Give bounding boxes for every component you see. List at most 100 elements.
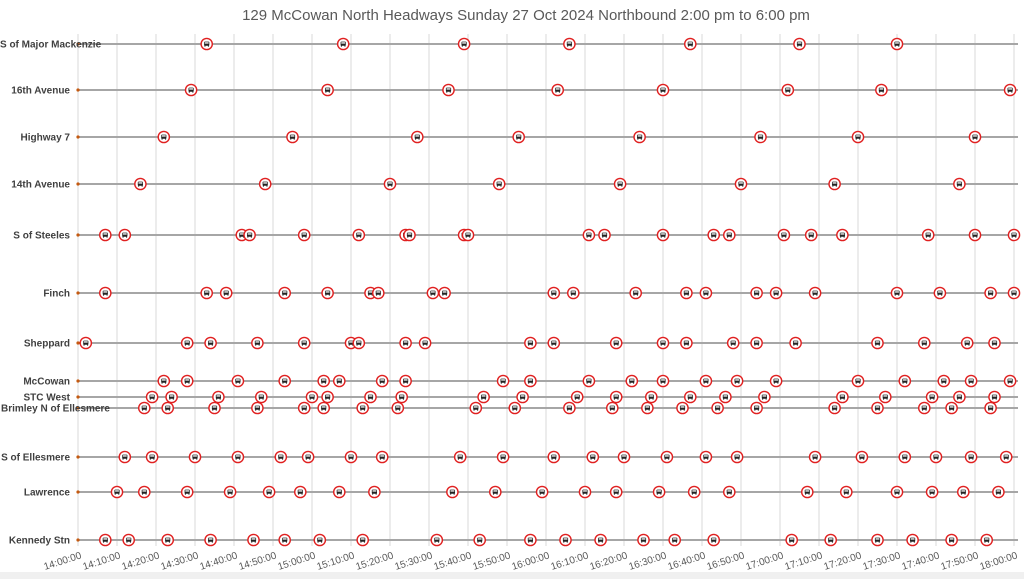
bus-icon xyxy=(126,537,132,543)
bus-icon xyxy=(516,134,522,140)
bus-marker xyxy=(254,390,268,404)
bus-marker xyxy=(957,485,970,499)
bus-icon xyxy=(1007,87,1013,93)
bus-marker xyxy=(297,401,311,415)
bus-marker xyxy=(890,286,904,300)
bus-icon xyxy=(520,394,526,400)
stop-label: 14th Avenue xyxy=(11,180,70,191)
bus-icon xyxy=(250,537,257,543)
bus-icon xyxy=(325,394,331,400)
bus-icon xyxy=(874,537,881,543)
bus-marker xyxy=(375,374,389,388)
bus-marker xyxy=(793,37,806,51)
bus-marker xyxy=(617,450,631,464)
bus-icon xyxy=(566,41,572,47)
bus-icon xyxy=(321,378,327,384)
bus-icon xyxy=(188,87,194,93)
row-origin-dot xyxy=(76,395,80,399)
bus-marker xyxy=(1003,374,1017,388)
bus-marker xyxy=(606,401,619,415)
bus-marker xyxy=(321,390,334,404)
bus-icon xyxy=(703,378,709,384)
x-axis-ticks: 14:00:0014:10:0014:20:0014:30:0014:40:00… xyxy=(42,550,1019,573)
bus-icon xyxy=(551,290,557,296)
bus-marker xyxy=(750,401,763,415)
bus-marker xyxy=(921,228,935,242)
bus-icon xyxy=(348,454,354,460)
bus-marker xyxy=(918,336,931,350)
bus-marker xyxy=(711,401,724,415)
bus-marker xyxy=(524,374,537,388)
bus-icon xyxy=(972,232,978,238)
stop-label: Kennedy Stn xyxy=(9,536,70,547)
x-tick-label: 17:30:00 xyxy=(861,550,902,573)
bus-marker xyxy=(212,390,225,404)
bus-icon xyxy=(422,340,428,346)
bus-icon xyxy=(660,232,666,238)
stop-label: S of Major Mackenzie xyxy=(0,40,102,51)
bus-marker xyxy=(336,37,350,51)
bus-icon xyxy=(403,340,409,346)
bus-marker xyxy=(200,37,213,51)
bus-icon xyxy=(406,232,413,238)
bus-icon xyxy=(839,232,845,238)
bus-icon xyxy=(929,394,935,400)
bus-icon xyxy=(309,394,315,400)
bus-marker xyxy=(332,485,346,499)
bus-marker xyxy=(953,177,966,191)
bus-icon xyxy=(660,87,666,93)
bus-marker xyxy=(684,37,697,51)
bus-icon xyxy=(644,405,650,411)
bus-icon xyxy=(235,454,241,460)
bus-icon xyxy=(613,340,619,346)
bus-icon xyxy=(141,405,147,411)
bus-marker xyxy=(851,374,865,388)
bus-icon xyxy=(894,290,900,296)
bus-icon xyxy=(551,454,557,460)
bus-marker xyxy=(332,374,346,388)
bus-marker xyxy=(769,286,783,300)
bus-marker xyxy=(145,390,159,404)
bus-icon xyxy=(122,454,128,460)
bus-icon xyxy=(949,405,955,411)
bus-icon xyxy=(555,87,561,93)
bus-marker xyxy=(371,286,385,300)
bus-icon xyxy=(301,232,307,238)
bus-marker xyxy=(79,336,93,350)
bus-marker xyxy=(777,228,791,242)
bus-marker xyxy=(684,390,697,404)
bus-marker xyxy=(925,390,939,404)
x-tick-label: 16:10:00 xyxy=(549,550,590,573)
bus-marker xyxy=(251,401,264,415)
bus-marker xyxy=(933,286,947,300)
bus-icon xyxy=(204,41,210,47)
bus-icon xyxy=(551,340,557,346)
bus-marker xyxy=(906,533,919,547)
bus-icon xyxy=(539,489,545,495)
bus-marker xyxy=(758,390,771,404)
bus-icon xyxy=(582,489,588,495)
bus-icon xyxy=(102,537,108,543)
bus-marker xyxy=(247,533,260,547)
bus-marker xyxy=(871,533,884,547)
bus-icon xyxy=(184,489,190,495)
bus-marker xyxy=(391,401,405,415)
bus-icon xyxy=(1007,378,1013,384)
bus-icon xyxy=(165,537,171,543)
bus-icon xyxy=(703,454,709,460)
bus-marker xyxy=(453,450,467,464)
x-tick-label: 14:10:00 xyxy=(81,550,122,573)
bus-icon xyxy=(114,489,120,495)
bus-marker xyxy=(699,450,713,464)
bus-icon xyxy=(894,41,900,47)
bus-marker xyxy=(352,336,366,350)
bus-icon xyxy=(289,134,296,140)
bus-icon xyxy=(941,378,947,384)
bus-icon xyxy=(598,537,604,543)
bus-icon xyxy=(902,378,908,384)
bus-marker xyxy=(364,390,377,404)
bus-icon xyxy=(208,340,214,346)
bus-marker xyxy=(879,390,892,404)
bus-icon xyxy=(781,232,787,238)
x-tick-label: 17:20:00 xyxy=(822,550,863,573)
